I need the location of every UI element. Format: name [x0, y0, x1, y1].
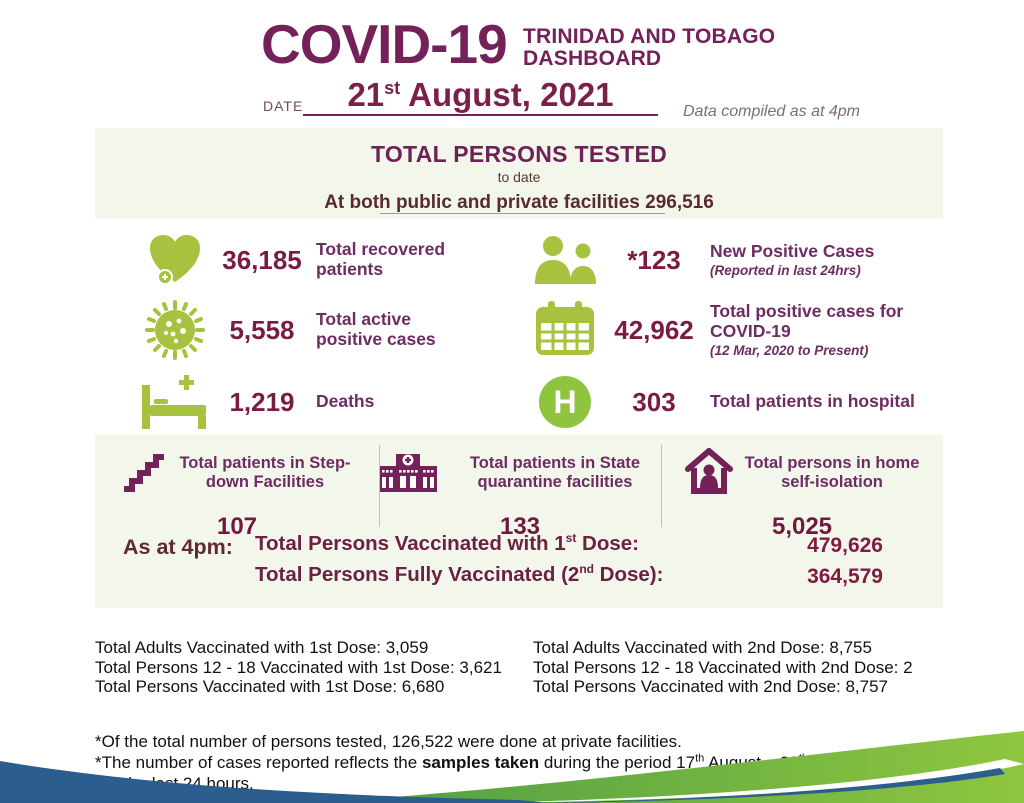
- stat-label: Total patients in hospital: [710, 391, 915, 412]
- stat-recovered: 36,185 Total recovered patients: [142, 228, 522, 292]
- facility-label: Total persons in home self-isolation: [744, 453, 920, 491]
- stat-value: 1,219: [229, 386, 295, 417]
- stairs-icon: [122, 450, 166, 497]
- hospital-icon: H: [532, 375, 598, 429]
- facility-quarantine: Total patients in State quarantine facil…: [379, 445, 661, 563]
- page-title: COVID-19: [261, 13, 508, 75]
- tested-subtitle: to date: [497, 169, 541, 185]
- facility-label: Total patients in State quarantine facil…: [469, 453, 641, 491]
- breakdown-dose1: Total Adults Vaccinated with 1st Dose: 3…: [95, 638, 502, 697]
- vax-dose2-label: Total Persons Fully Vaccinated (2nd Dose…: [255, 562, 664, 586]
- stat-label: Deaths: [316, 391, 375, 412]
- stat-label: New Positive Cases: [710, 241, 875, 262]
- breakdown-line: Total Persons 12 - 18 Vaccinated with 1s…: [95, 657, 502, 677]
- subtitle-line1: TRINIDAD AND TOBAGO: [523, 25, 776, 48]
- divider: [661, 445, 662, 527]
- svg-text:H: H: [553, 384, 576, 420]
- virus-icon: [142, 300, 208, 360]
- stat-label: Total positive cases for COVID-19: [710, 301, 904, 341]
- tested-band: TOTAL PERSONS TESTED to date At both pub…: [95, 128, 943, 219]
- breakdown-line: Total Persons Vaccinated with 1st Dose: …: [95, 677, 445, 696]
- tested-underline: [380, 213, 665, 214]
- stat-note: (12 Mar, 2020 to Present): [710, 342, 869, 358]
- stat-label-group: New Positive Cases (Reported in last 24h…: [710, 242, 920, 278]
- stat-new-cases: *123 New Positive Cases (Reported in las…: [532, 228, 937, 292]
- stat-active: 5,558 Total active positive cases: [142, 298, 522, 362]
- compiled-note: Data compiled as at 4pm: [683, 103, 860, 120]
- breakdown-line: Total Adults Vaccinated with 2nd Dose: 8…: [533, 638, 872, 657]
- stat-label: Total recovered patients: [316, 239, 446, 279]
- stat-deaths: 1,219 Deaths: [142, 370, 522, 434]
- footnote-1: *Of the total number of persons tested, …: [95, 732, 682, 751]
- stat-label: Total active positive cases: [316, 309, 436, 349]
- stat-value: 36,185: [222, 244, 302, 275]
- stat-value: *123: [627, 244, 681, 275]
- page-subtitle: TRINIDAD AND TOBAGO DASHBOARD: [523, 25, 776, 71]
- stat-value: 5,558: [229, 314, 295, 345]
- facility-value: 5,025: [771, 513, 833, 540]
- breakdown-dose2: Total Adults Vaccinated with 2nd Dose: 8…: [533, 638, 913, 697]
- tested-title: TOTAL PERSONS TESTED: [370, 141, 668, 167]
- divider: [379, 445, 380, 527]
- vax-dose1-value: 479,626: [807, 534, 883, 557]
- facility-value: 133: [499, 513, 541, 540]
- stat-label-group: Total positive cases for COVID-19 (12 Ma…: [710, 301, 920, 358]
- people-icon: [532, 235, 598, 285]
- vax-dose1-label: Total Persons Vaccinated with 1st Dose:: [255, 531, 639, 555]
- as-at-label: As at 4pm:: [123, 535, 233, 559]
- bed-icon: [142, 375, 208, 429]
- facility-home-isolation: Total persons in home self-isolation 5,0…: [661, 445, 943, 563]
- stat-hospital: H 303 Total patients in hospital: [532, 370, 937, 434]
- tested-total: At both public and private facilities 29…: [324, 192, 714, 213]
- swoosh-graphic: [0, 731, 1024, 803]
- breakdown-line: Total Persons 12 - 18 Vaccinated with 2n…: [533, 657, 913, 677]
- breakdown-line: Total Adults Vaccinated with 1st Dose: 3…: [95, 638, 429, 657]
- facilities-band: Total patients in Step-down Facilities 1…: [95, 435, 943, 608]
- stat-total-positive: 42,962 Total positive cases for COVID-19…: [532, 298, 937, 362]
- subtitle-line2: DASHBOARD: [523, 47, 662, 71]
- date-value: 21st August, 2021: [347, 76, 614, 113]
- facility-stepdown: Total patients in Step-down Facilities 1…: [95, 445, 379, 563]
- facility-label: Total patients in Step-down Facilities: [179, 453, 351, 491]
- breakdown-line: Total Persons Vaccinated with 2nd Dose: …: [533, 677, 889, 696]
- stat-note: (Reported in last 24hrs): [710, 262, 861, 278]
- date-underline: [303, 114, 658, 116]
- vax-dose2-value: 364,579: [807, 565, 883, 588]
- calendar-icon: [532, 301, 598, 359]
- heart-icon: [142, 233, 208, 287]
- building-icon: [379, 450, 437, 497]
- tested-value: 296,516: [645, 192, 714, 213]
- stat-value: 303: [632, 386, 676, 417]
- stat-value: 42,962: [614, 314, 694, 345]
- facility-value: 107: [216, 513, 258, 540]
- home-icon: [684, 446, 733, 499]
- date-label: DATE: [263, 98, 304, 114]
